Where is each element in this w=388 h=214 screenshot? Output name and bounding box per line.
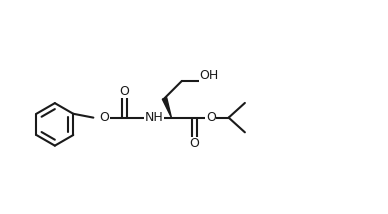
Polygon shape bbox=[162, 98, 171, 118]
Text: O: O bbox=[99, 111, 109, 124]
Text: O: O bbox=[206, 111, 216, 124]
Text: O: O bbox=[190, 137, 199, 150]
Text: O: O bbox=[120, 85, 129, 98]
Text: NH: NH bbox=[144, 111, 163, 124]
Text: OH: OH bbox=[199, 69, 218, 82]
